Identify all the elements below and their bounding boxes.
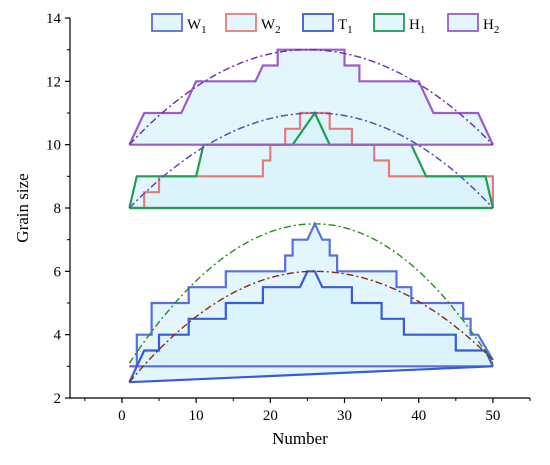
x-axis-title: Number bbox=[272, 429, 328, 448]
series-area-t1 bbox=[129, 271, 493, 383]
series-area-h1 bbox=[129, 113, 493, 208]
series-baseline-t1 bbox=[129, 365, 493, 384]
legend-label: W1 bbox=[187, 17, 207, 36]
legend-swatch bbox=[447, 13, 479, 32]
x-tick-label: 40 bbox=[411, 408, 426, 424]
trend-line-w1 bbox=[128, 223, 494, 364]
x-tick-label: 20 bbox=[263, 408, 278, 424]
y-tick-label: 12 bbox=[46, 74, 61, 90]
trend-lines-group bbox=[128, 49, 494, 383]
y-ticks: 2 4 6 8 10 12 14 bbox=[46, 11, 70, 407]
legend-swatch bbox=[373, 13, 405, 32]
legend-label: H2 bbox=[483, 17, 499, 36]
y-tick-label: 8 bbox=[54, 201, 62, 217]
x-tick-label: 50 bbox=[485, 408, 500, 424]
legend-item-t1: T1 bbox=[302, 13, 353, 36]
series-outline-t1 bbox=[128, 270, 494, 383]
y-tick-label: 10 bbox=[46, 138, 61, 154]
series-outline-w1 bbox=[129, 221, 494, 368]
x-tick-label: 30 bbox=[337, 408, 352, 424]
y-tick-label: 6 bbox=[54, 264, 62, 280]
legend-item-h2: H2 bbox=[447, 13, 499, 36]
legend: W1 W2 T1 H1 H2 bbox=[151, 13, 499, 36]
series-outline-w2 bbox=[129, 111, 494, 210]
trend-line-h1 bbox=[128, 112, 494, 209]
legend-label: H1 bbox=[409, 17, 425, 36]
x-tick-label: 0 bbox=[118, 408, 126, 424]
y-axis-title: Grain size bbox=[13, 173, 32, 242]
legend-swatch bbox=[151, 13, 183, 32]
legend-label: W2 bbox=[261, 17, 281, 36]
legend-swatch bbox=[225, 13, 257, 32]
legend-swatch bbox=[302, 13, 334, 32]
y-tick-label: 14 bbox=[46, 11, 62, 27]
axes: 0 10 20 30 40 50 2 4 6 8 10 12 14 bbox=[46, 11, 531, 424]
x-tick-label: 10 bbox=[189, 408, 204, 424]
series-area-h2 bbox=[129, 49, 493, 145]
legend-item-w2: W2 bbox=[225, 13, 281, 36]
trend-line-h2 bbox=[128, 49, 494, 146]
y-tick-label: 2 bbox=[54, 391, 62, 407]
area-series-group bbox=[128, 48, 494, 384]
legend-item-w1: W1 bbox=[151, 13, 207, 36]
legend-label: T1 bbox=[338, 17, 353, 36]
legend-item-h1: H1 bbox=[373, 13, 425, 36]
y-tick-label: 4 bbox=[54, 328, 62, 344]
trend-line-t1 bbox=[128, 270, 494, 383]
x-ticks: 0 10 20 30 40 50 bbox=[84, 398, 531, 424]
